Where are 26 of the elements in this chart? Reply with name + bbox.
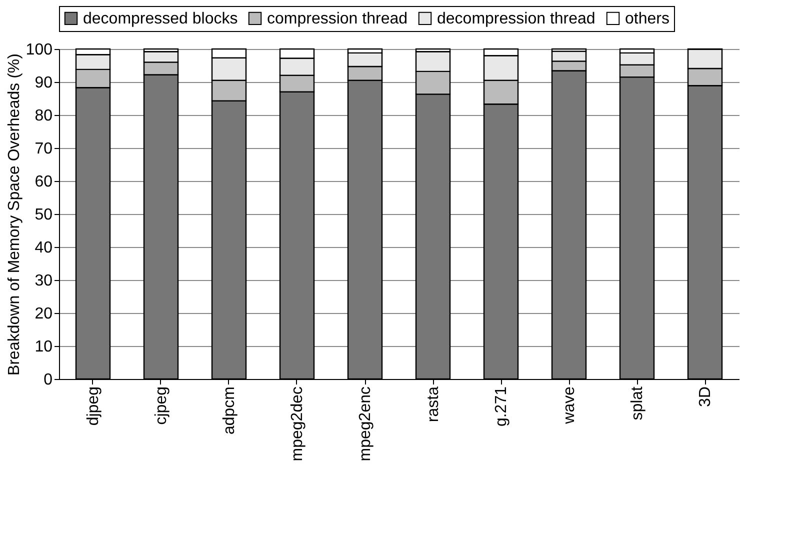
- y-axis-title: Breakdown of Memory Space Overheads (%): [6, 54, 23, 376]
- x-tick-label: mpeg2enc: [357, 386, 374, 462]
- y-tick-label: 70: [34, 140, 53, 158]
- x-tick-label: rasta: [425, 386, 442, 422]
- y-tick-label: 30: [34, 272, 53, 290]
- legend-label: others: [625, 10, 670, 28]
- x-tick-label: adpcm: [221, 386, 238, 435]
- x-tick-label: mpeg2dec: [289, 386, 306, 462]
- x-tick-label: djpeg: [85, 386, 102, 426]
- legend-label: decompressed blocks: [83, 10, 238, 28]
- x-tick-label: cjpeg: [153, 386, 170, 425]
- y-tick-label: 100: [26, 42, 53, 58]
- y-tick-label: 50: [34, 206, 53, 224]
- legend-label: decompression thread: [437, 10, 596, 28]
- y-tick-label: 40: [34, 240, 53, 256]
- y-tick-label: 90: [34, 74, 53, 92]
- y-tick-label: 10: [34, 338, 53, 356]
- y-tick-label: 0: [44, 372, 53, 388]
- y-tick-label: 20: [34, 306, 53, 322]
- x-tick-label: splat: [629, 386, 646, 420]
- y-tick-label: 80: [34, 108, 53, 124]
- x-tick-label: wave: [561, 386, 578, 425]
- x-tick-label: 3D: [697, 386, 714, 407]
- legend-label: compression thread: [267, 10, 408, 28]
- x-tick-label: g.271: [493, 386, 510, 427]
- y-tick-label: 60: [34, 174, 53, 190]
